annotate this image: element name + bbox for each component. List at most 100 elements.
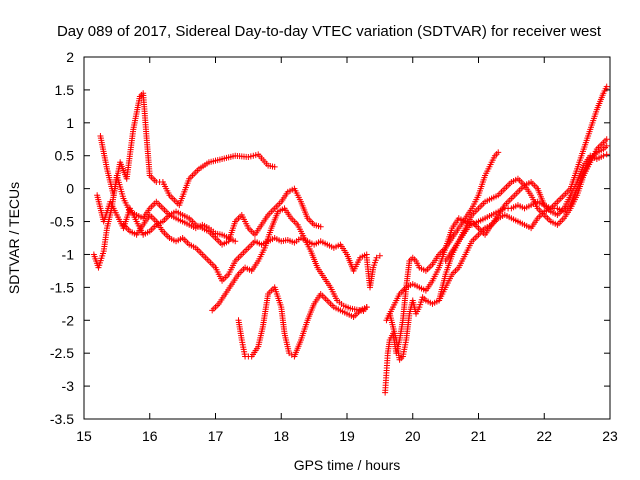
data-point-sat-j bbox=[599, 92, 606, 99]
data-point-sat-d bbox=[221, 292, 228, 299]
data-point-sat-d bbox=[260, 247, 267, 254]
data-point-sat-j bbox=[401, 286, 408, 293]
data-point-sat-e bbox=[322, 295, 329, 302]
data-point-sat-c bbox=[322, 240, 329, 247]
data-point-sat-e bbox=[277, 301, 284, 308]
data-point-sat-k bbox=[441, 286, 448, 293]
data-point-sat-c bbox=[243, 246, 250, 253]
data-point-sat-i bbox=[486, 196, 493, 203]
data-point-sat-e bbox=[285, 347, 292, 354]
data-point-sat-i bbox=[480, 200, 487, 207]
data-point-sat-h bbox=[467, 207, 474, 214]
data-point-sat-b bbox=[132, 216, 139, 223]
y-tick-label: -2 bbox=[62, 312, 75, 328]
data-point-sat-k bbox=[592, 151, 599, 158]
data-point-sat-k bbox=[461, 253, 468, 260]
data-point-sat-d bbox=[253, 260, 260, 267]
data-point-sat-h bbox=[411, 256, 418, 263]
data-point-sat-d bbox=[246, 266, 253, 273]
data-point-sat-j bbox=[460, 217, 467, 224]
data-point-sat-e bbox=[297, 339, 304, 346]
data-point-sat-e bbox=[264, 293, 271, 300]
data-point-sat-f bbox=[99, 250, 106, 257]
x-axis-label: GPS time / hours bbox=[294, 457, 401, 473]
data-point-sat-l bbox=[533, 183, 540, 190]
data-point-sat-c bbox=[237, 253, 244, 260]
x-tick-label: 20 bbox=[405, 428, 421, 444]
data-point-sat-l bbox=[566, 194, 573, 201]
data-point-sat-d bbox=[338, 301, 345, 308]
data-point-sat-c bbox=[138, 223, 145, 230]
data-point-sat-i bbox=[552, 220, 559, 227]
data-point-sat-f bbox=[125, 206, 132, 213]
data-point-sat-c bbox=[342, 249, 349, 256]
series-sat-f bbox=[90, 172, 239, 271]
data-point-sat-c bbox=[151, 216, 158, 223]
data-point-sat-h bbox=[415, 262, 422, 269]
data-point-sat-a bbox=[156, 179, 163, 186]
data-point-sat-k bbox=[565, 203, 572, 210]
data-point-sat-d bbox=[313, 262, 320, 269]
data-point-sat-h bbox=[493, 151, 500, 158]
data-point-sat-j bbox=[486, 213, 493, 220]
data-point-sat-j bbox=[552, 200, 559, 207]
series-sat-g bbox=[363, 252, 383, 291]
data-point-sat-j bbox=[395, 293, 402, 300]
data-point-sat-j bbox=[559, 193, 566, 200]
data-point-sat-k bbox=[473, 233, 480, 240]
data-point-sat-b bbox=[217, 239, 224, 246]
data-point-sat-k bbox=[602, 144, 609, 151]
data-point-sat-f bbox=[210, 228, 217, 235]
data-point-sat-a bbox=[130, 128, 137, 135]
data-point-sat-e bbox=[341, 309, 348, 316]
y-tick-label: 2 bbox=[66, 49, 74, 65]
data-point-sat-b bbox=[144, 229, 151, 236]
data-point-sat-i bbox=[533, 203, 540, 210]
data-point-sat-l bbox=[447, 250, 454, 257]
data-point-sat-j bbox=[565, 187, 572, 194]
data-point-sat-e bbox=[310, 302, 317, 309]
data-point-sat-h bbox=[427, 262, 434, 269]
data-point-sat-c bbox=[224, 272, 231, 279]
data-point-sat-b bbox=[223, 239, 230, 246]
data-point-sat-e bbox=[253, 345, 260, 352]
data-point-sat-b bbox=[191, 220, 198, 227]
data-point-sat-c bbox=[231, 260, 238, 267]
data-point-sat-l bbox=[519, 183, 526, 190]
data-point-sat-a bbox=[252, 152, 259, 159]
x-tick-label: 22 bbox=[536, 428, 552, 444]
data-point-sat-h bbox=[399, 319, 406, 326]
data-point-sat-e bbox=[348, 312, 355, 319]
y-tick-label: 0.5 bbox=[55, 148, 75, 164]
data-point-sat-f bbox=[164, 210, 171, 217]
data-point-sat-k bbox=[525, 224, 532, 231]
data-point-sat-c bbox=[276, 237, 283, 244]
data-point-sat-h bbox=[454, 227, 461, 234]
data-point-sat-f bbox=[170, 214, 177, 221]
x-tick-label: 21 bbox=[471, 428, 487, 444]
y-tick-label: 1 bbox=[66, 115, 74, 131]
data-point-sat-a bbox=[216, 156, 223, 163]
data-point-sat-e bbox=[245, 353, 252, 360]
data-point-sat-e bbox=[241, 351, 248, 358]
data-point-sat-e bbox=[355, 309, 362, 316]
data-point-sat-i bbox=[467, 214, 474, 221]
data-point-sat-e bbox=[303, 319, 310, 326]
data-point-sat-k bbox=[512, 217, 519, 224]
data-point-sat-f bbox=[203, 224, 210, 231]
data-point-sat-d bbox=[333, 295, 340, 302]
data-point-sat-g bbox=[372, 257, 379, 264]
x-tick-label: 23 bbox=[602, 428, 618, 444]
data-point-sat-e bbox=[259, 326, 266, 333]
y-tick-label: -3 bbox=[62, 378, 75, 394]
data-point-sat-j bbox=[428, 279, 435, 286]
data-point-sat-f bbox=[184, 220, 191, 227]
data-point-sat-b bbox=[315, 223, 322, 230]
y-axis-label: SDTVAR / TECUs bbox=[6, 182, 22, 294]
data-point-sat-a bbox=[165, 190, 172, 197]
data-point-sat-c bbox=[250, 239, 257, 246]
data-point-sat-i bbox=[402, 339, 409, 346]
data-point-sat-h bbox=[420, 266, 427, 273]
data-point-sat-c bbox=[184, 239, 191, 246]
data-point-sat-c bbox=[217, 275, 224, 282]
